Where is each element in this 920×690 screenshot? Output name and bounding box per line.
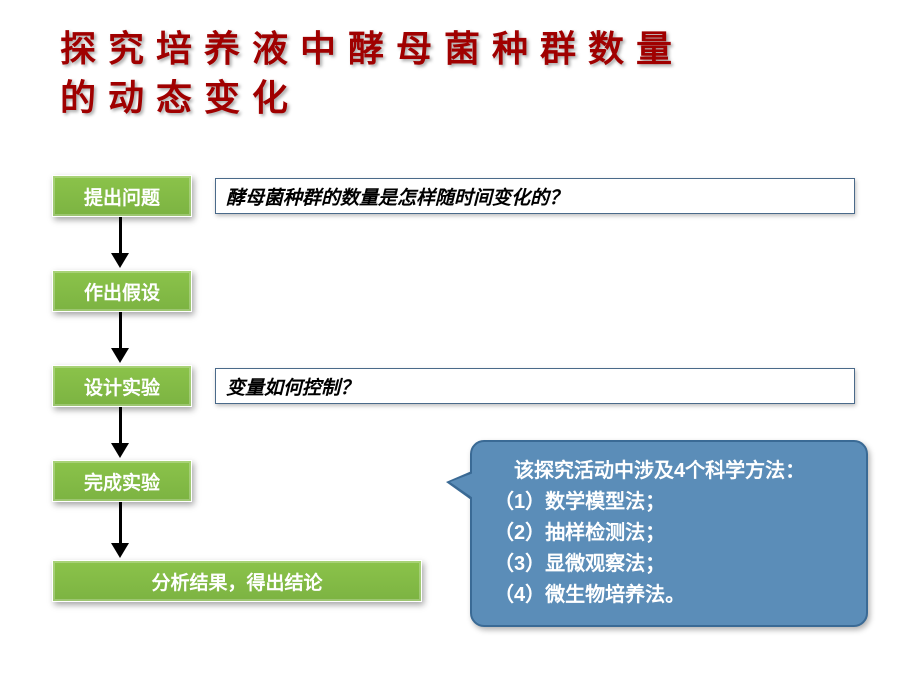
info-box-question-text: 酵母菌种群的数量是怎样随时间变化的？: [226, 183, 568, 210]
arrow-head-icon: [111, 443, 129, 458]
arrow-head-icon: [111, 348, 129, 363]
title-line1: 探究培养液中酵母菌种群数量: [60, 28, 684, 69]
info-box-variable-text: 变量如何控制？: [226, 373, 359, 400]
arrow-shaft: [119, 407, 122, 443]
flow-step-2: 作出假设: [52, 270, 192, 312]
arrow-shaft: [119, 312, 122, 348]
flow-step-4: 完成实验: [52, 460, 192, 502]
arrow-shaft: [119, 502, 122, 543]
flow-step-5-label: 分析结果，得出结论: [151, 568, 322, 595]
callout-line-4: （4）微生物培养法。: [494, 580, 848, 611]
flow-step-2-label: 作出假设: [84, 278, 160, 305]
callout-line-1: （1）数学模型法；: [494, 487, 848, 518]
callout-line-2: （2）抽样检测法；: [494, 518, 848, 549]
arrow-head-icon: [111, 253, 129, 268]
flow-step-3: 设计实验: [52, 365, 192, 407]
callout-line-3: （3）显微观察法；: [494, 549, 848, 580]
info-box-question: 酵母菌种群的数量是怎样随时间变化的？: [215, 178, 855, 214]
callout-line-0: 该探究活动中涉及4个科学方法：: [494, 456, 848, 487]
flow-step-4-label: 完成实验: [84, 468, 160, 495]
title-line2: 的动态变化: [60, 77, 300, 118]
slide-title: 探究培养液中酵母菌种群数量 的动态变化: [60, 25, 684, 122]
info-box-variable: 变量如何控制？: [215, 368, 855, 404]
methods-callout: 该探究活动中涉及4个科学方法： （1）数学模型法； （2）抽样检测法； （3）显…: [470, 440, 868, 627]
flow-step-3-label: 设计实验: [84, 373, 160, 400]
arrow-shaft: [119, 217, 122, 253]
flow-step-5: 分析结果，得出结论: [52, 560, 422, 602]
flow-step-1: 提出问题: [52, 175, 192, 217]
flow-step-1-label: 提出问题: [84, 183, 160, 210]
arrow-head-icon: [111, 543, 129, 558]
